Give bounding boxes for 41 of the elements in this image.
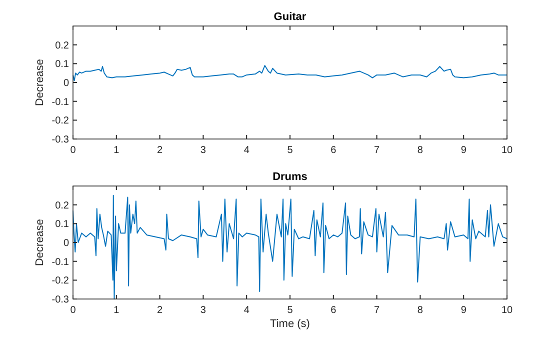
x-tick-label: 5 <box>287 305 294 316</box>
y-tick-label: 0.2 <box>55 40 70 52</box>
y-tick-label: 0 <box>63 78 70 89</box>
y-tick-label: 0 <box>63 238 70 249</box>
x-tick-label: 0 <box>70 145 76 156</box>
x-tick-label: 4 <box>244 305 250 316</box>
x-tick-label: 10 <box>501 145 513 156</box>
y-tick-label: -0.1 <box>52 96 70 108</box>
x-tick-label: 1 <box>114 145 120 156</box>
x-tick-label: 7 <box>374 145 380 156</box>
x-tick-label: 3 <box>200 305 206 316</box>
chart-title: Drums <box>272 171 308 183</box>
y-tick-label: -0.2 <box>52 276 70 287</box>
line-series <box>72 194 508 300</box>
x-tick-label: 10 <box>501 305 513 316</box>
x-tick-label: 1 <box>114 305 120 316</box>
x-tick-label: 6 <box>330 145 337 156</box>
y-axis-title: Decrease <box>34 218 46 266</box>
x-tick-label: 2 <box>157 145 164 156</box>
x-axis-title: Time (s) <box>270 318 310 330</box>
x-tick-label: 5 <box>287 145 294 156</box>
x-tick-label: 0 <box>70 305 76 316</box>
y-tick-label: -0.3 <box>52 134 70 146</box>
y-tick-label: 0.1 <box>55 59 70 70</box>
y-tick-label: -0.3 <box>52 294 70 306</box>
line-series <box>72 65 508 82</box>
x-tick-label: 4 <box>244 145 250 156</box>
chart-title: Guitar <box>274 11 307 23</box>
x-tick-label: 9 <box>460 145 467 156</box>
x-tick-label: 9 <box>460 305 467 316</box>
x-tick-label: 7 <box>374 305 380 316</box>
y-tick-label: -0.2 <box>52 116 70 127</box>
x-tick-label: 3 <box>200 145 206 156</box>
y-axis-title: Decrease <box>34 58 46 106</box>
x-tick-label: 8 <box>417 145 424 156</box>
y-tick-label: -0.1 <box>52 256 70 268</box>
y-tick-label: 0.2 <box>55 200 70 212</box>
x-tick-label: 6 <box>330 305 337 316</box>
x-tick-label: 2 <box>157 305 164 316</box>
x-tick-label: 8 <box>417 305 424 316</box>
y-tick-label: 0.1 <box>55 219 70 230</box>
